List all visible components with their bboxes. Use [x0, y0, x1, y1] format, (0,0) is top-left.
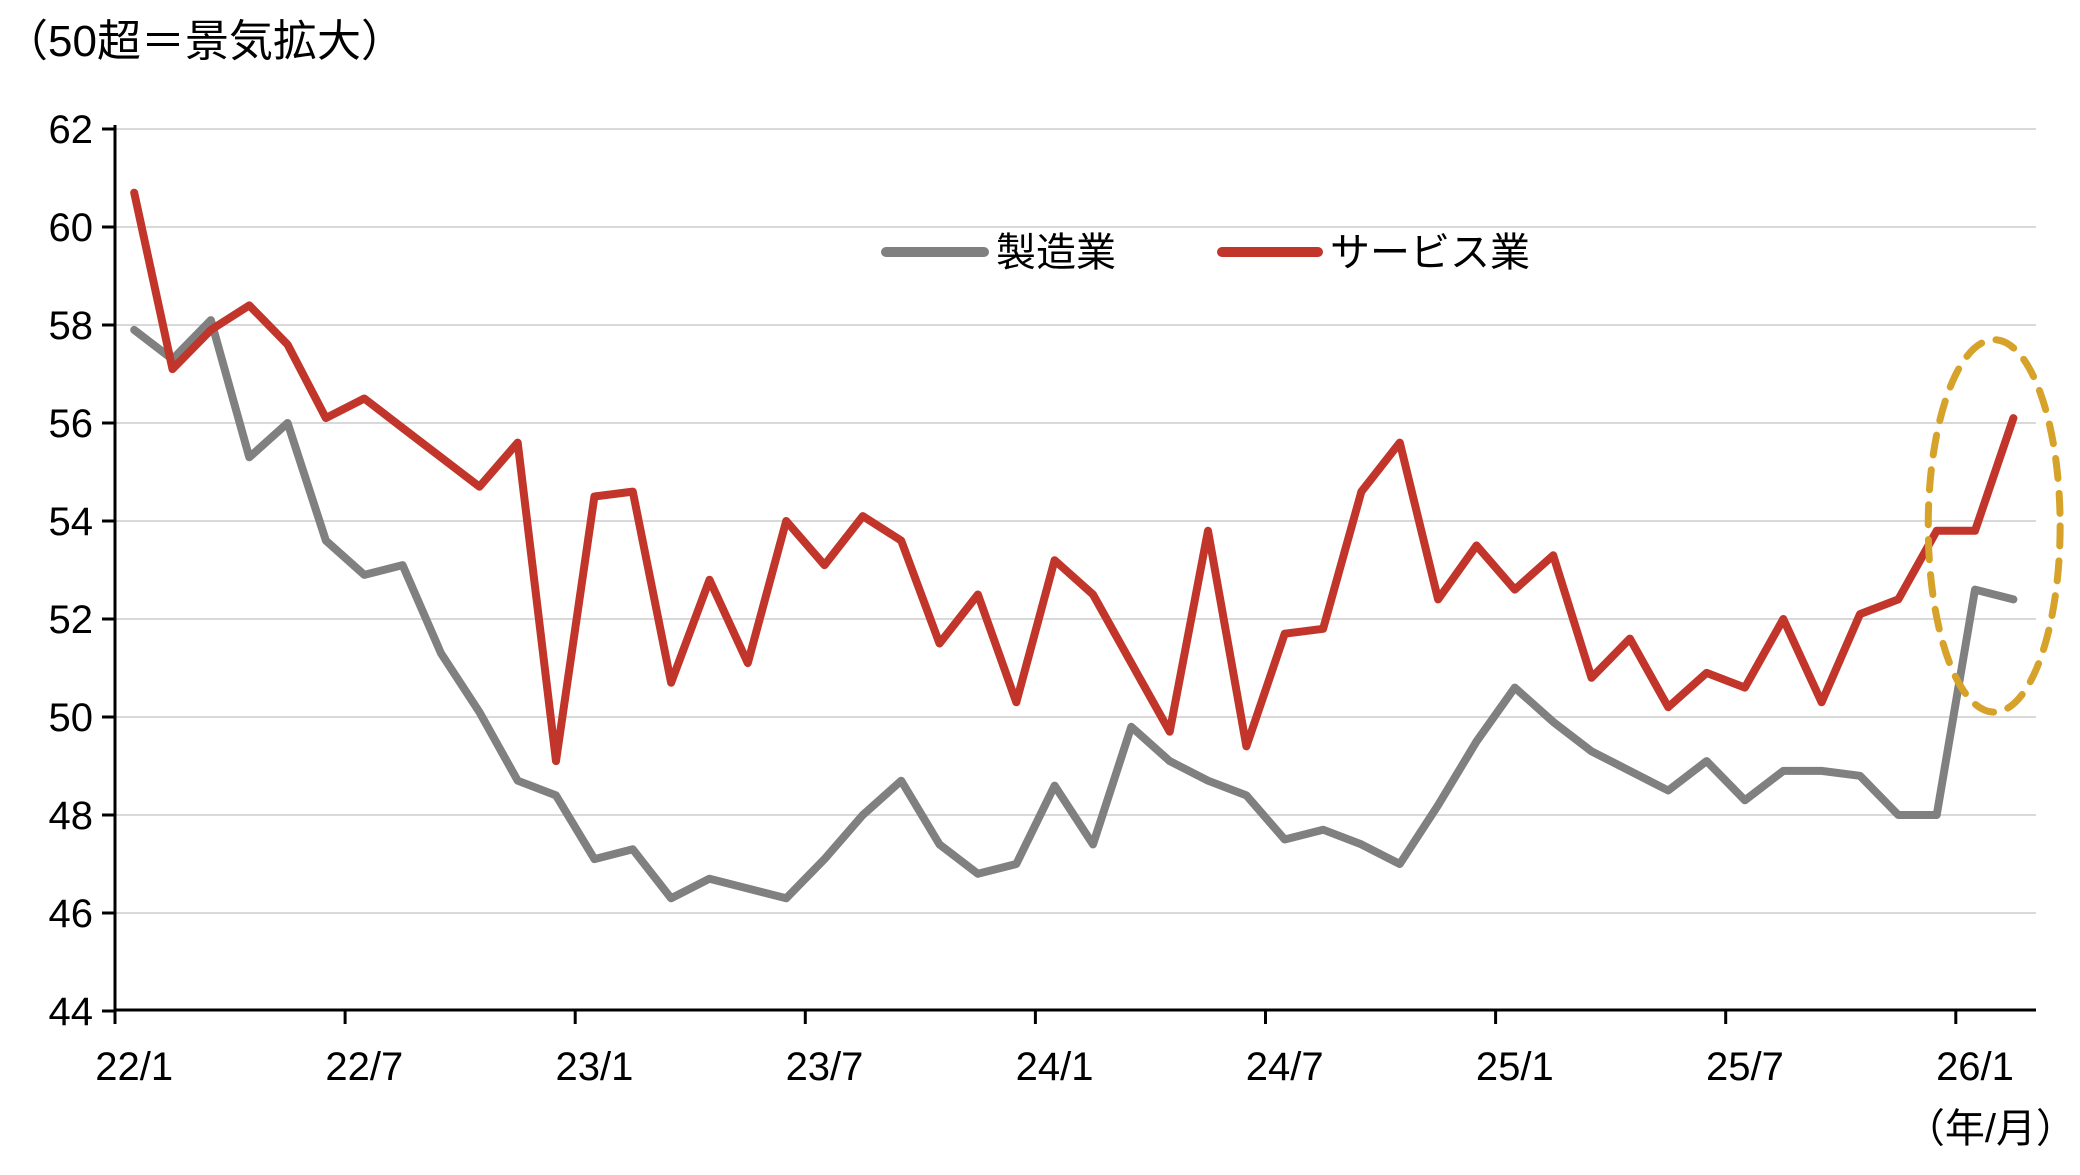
y-tick-label-58: 58: [49, 304, 94, 348]
x-tick-label-22/1: 22/1: [95, 1045, 173, 1089]
series-manufacturing-line: [130, 316, 2018, 903]
y-tick-label-54: 54: [49, 500, 94, 544]
x-tick-label-25/7: 25/7: [1706, 1045, 1784, 1089]
y-tick-label-46: 46: [49, 892, 94, 936]
x-tick-label-26/1: 26/1: [1936, 1045, 2014, 1089]
gridlines: [115, 128, 2036, 914]
y-tick-label-56: 56: [49, 402, 94, 446]
y-tick-label-44: 44: [49, 990, 94, 1034]
x-tick-label-22/7: 22/7: [325, 1045, 403, 1089]
legend-item-services: サービス業: [1217, 231, 1530, 275]
y-tick-label-48: 48: [49, 794, 94, 838]
y-tick-label-52: 52: [49, 598, 94, 642]
legend-label-services: サービス業: [1330, 231, 1530, 275]
x-tick-label-24/7: 24/7: [1246, 1045, 1324, 1089]
y-axis-ticks: 44 46 48 50 52 54 56 58 60 62: [49, 108, 115, 1034]
series-services-line: [130, 188, 2018, 766]
recent-months-highlight-ellipse: [1924, 336, 2064, 716]
series-lines: [130, 188, 2018, 903]
x-tick-label-25/1: 25/1: [1476, 1045, 1554, 1089]
x-tick-label-24/1: 24/1: [1016, 1045, 1094, 1089]
legend-label-manufacturing: 製造業: [996, 231, 1116, 275]
y-tick-label-60: 60: [49, 206, 94, 250]
legend-item-manufacturing: 製造業: [881, 231, 1116, 275]
chart-title: （50超＝景気拡大）: [4, 17, 405, 66]
legend: 製造業 サービス業: [881, 231, 1530, 275]
x-tick-label-23/1: 23/1: [555, 1045, 633, 1089]
y-tick-label-62: 62: [49, 108, 94, 152]
y-tick-label-50: 50: [49, 696, 94, 740]
axes: [113, 125, 2036, 1012]
x-axis-unit-label: （年/月）: [1905, 1107, 2076, 1151]
x-tick-label-23/7: 23/7: [786, 1045, 864, 1089]
x-axis-ticks: 22/1 22/7 23/1 23/7 24/1 24/7 25/1 25/7 26/1 （年/月…: [95, 1010, 2076, 1151]
